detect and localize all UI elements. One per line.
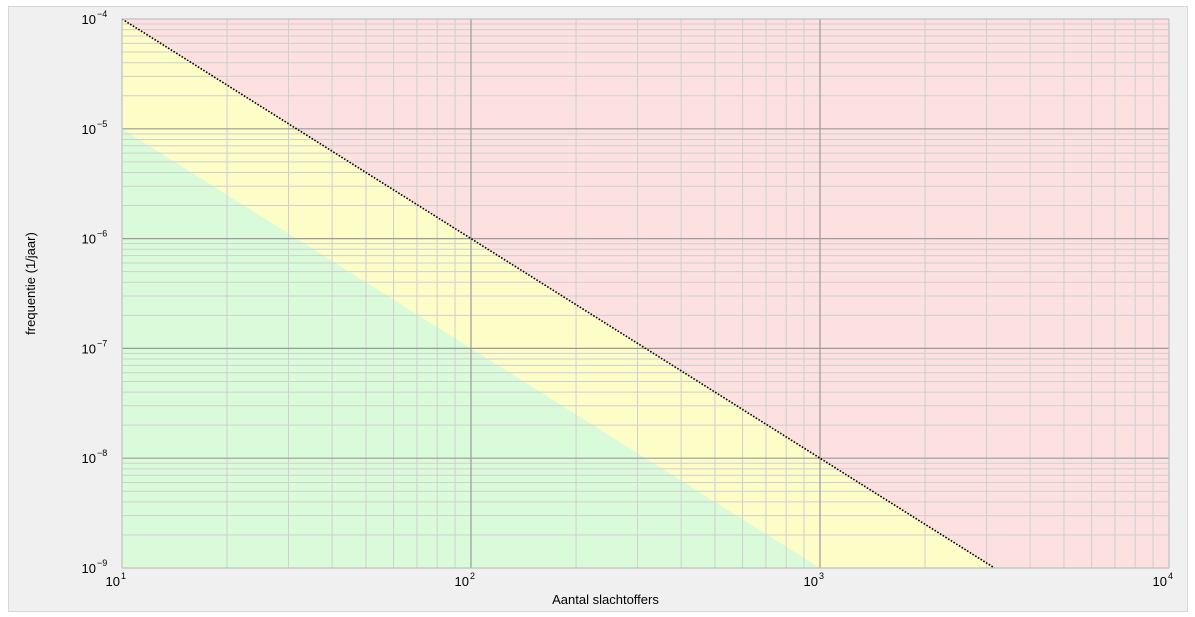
y-tick-exponent: −7 bbox=[97, 338, 107, 348]
y-tick-exponent: −4 bbox=[97, 9, 107, 19]
y-tick-base: 10 bbox=[82, 561, 96, 576]
boundary-lines bbox=[121, 18, 995, 569]
y-tick-exponent: −8 bbox=[97, 448, 107, 458]
y-tick-labels: 10−410−510−610−710−810−9 bbox=[82, 9, 108, 576]
y-tick-label: 10 −7 bbox=[82, 338, 108, 356]
y-tick-base: 10 bbox=[82, 12, 96, 27]
y-tick-base: 10 bbox=[82, 451, 96, 466]
risk-regions bbox=[122, 19, 1169, 569]
x-tick-label: 10 2 bbox=[455, 571, 475, 589]
y-tick-label: 10 −8 bbox=[82, 448, 108, 466]
x-tick-base: 10 bbox=[1153, 574, 1167, 589]
y-tick-label: 10 −4 bbox=[82, 9, 108, 27]
minor-gridlines bbox=[122, 19, 1169, 568]
y-tick-label: 10 −9 bbox=[82, 558, 108, 576]
x-tick-base: 10 bbox=[106, 574, 120, 589]
y-tick-label: 10 −6 bbox=[82, 229, 108, 247]
chart-frame: 10 1 10 2 10 3 10 4 10 −4 10 −5 10 −6 10 −7 10 −8 10 −9 Aa… bbox=[8, 6, 1188, 612]
x-tick-exponent: 4 bbox=[1168, 571, 1173, 581]
y-tick-label: 10 −5 bbox=[82, 119, 108, 137]
x-tick-exponent: 2 bbox=[470, 571, 475, 581]
plot-border bbox=[121, 18, 1170, 569]
x-tick-label: 10 3 bbox=[804, 571, 824, 589]
x-tick-exponent: 3 bbox=[819, 571, 824, 581]
x-tick-label: 10 4 bbox=[1153, 571, 1173, 589]
y-tick-exponent: −9 bbox=[97, 558, 107, 568]
y-tick-base: 10 bbox=[82, 232, 96, 247]
fn-chart: 10 1 10 2 10 3 10 4 10−410−510−610−710−810−9 Aa… bbox=[23, 9, 1173, 607]
y-tick-exponent: −6 bbox=[97, 229, 107, 239]
y-axis-title: frequentie (1/jaar) bbox=[23, 232, 38, 335]
x-tick-labels: 10 1 10 2 10 3 10 4 bbox=[106, 571, 1173, 589]
y-tick-base: 10 bbox=[82, 341, 96, 356]
x-axis-title: Aantal slachtoffers bbox=[552, 592, 659, 607]
x-tick-label: 10 1 bbox=[106, 571, 126, 589]
y-tick-base: 10 bbox=[82, 122, 96, 137]
boundary-line-upper bbox=[121, 18, 995, 569]
y-tick-exponent: −5 bbox=[97, 119, 107, 129]
x-tick-base: 10 bbox=[804, 574, 818, 589]
x-tick-exponent: 1 bbox=[121, 571, 126, 581]
x-tick-base: 10 bbox=[455, 574, 469, 589]
